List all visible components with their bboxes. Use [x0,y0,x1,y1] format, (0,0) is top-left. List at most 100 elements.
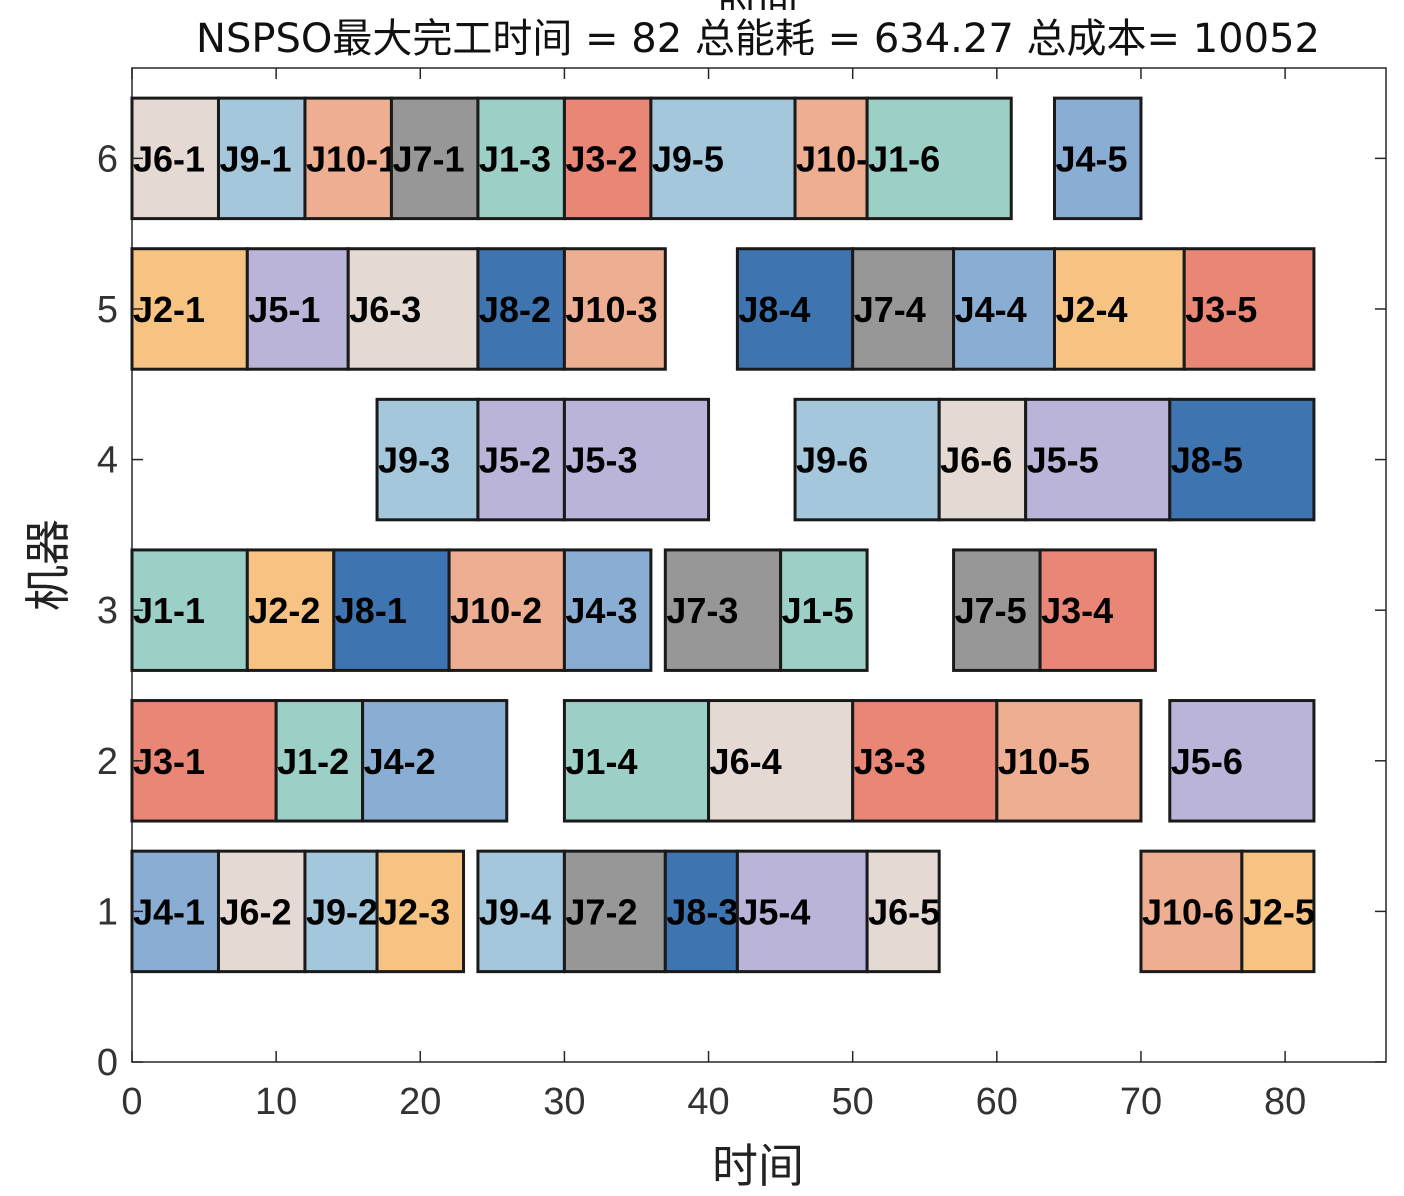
operation-J9-3: J9-3 [375,397,480,522]
operation-bar [663,548,783,672]
operation-J3-4: J3-4 [1038,548,1157,672]
operation-bar [375,849,466,974]
chart-title: NSPSO最大完工时间 = 82 总能耗 = 634.27 总成本= 10052 [196,16,1320,62]
operation-bar [476,397,566,522]
operation-J7-3: J7-3 [663,548,783,672]
operation-J5-3: J5-3 [562,397,711,522]
operation-J6-5: J6-5 [865,849,941,974]
operation-J1-5: J1-5 [779,548,869,672]
operation-bar [476,247,566,371]
operation-bar [1240,849,1316,974]
operation-bar [216,96,307,221]
operation-bar [361,699,509,823]
operation-bar [793,397,941,522]
y-tick-label: 2 [97,741,118,783]
operation-J3-3: J3-3 [851,699,999,823]
operation-label: J2-1 [133,289,205,330]
y-tick-label: 6 [97,138,118,180]
operation-label: J8-1 [335,590,407,631]
operation-J4-4: J4-4 [952,247,1056,371]
operation-J6-1: J6-1 [130,96,220,221]
operation-J10-3: J10-3 [562,247,667,371]
operation-label: J9-3 [378,440,450,481]
operation-label: J7-2 [565,891,637,932]
operation-label: J9-4 [479,891,551,932]
operation-label: J5-1 [248,289,320,330]
y-axis-label: 机器 [21,519,75,611]
operation-J6-3: J6-3 [346,247,480,371]
operation-label: J3-3 [854,741,926,782]
x-axis-label: 时间 [712,1139,804,1193]
operation-J2-1: J2-1 [130,247,249,371]
operation-J8-4: J8-4 [735,247,855,371]
operation-J9-5: J9-5 [649,96,797,221]
operation-label: J4-4 [955,289,1027,330]
operation-J3-2: J3-2 [562,96,653,221]
operation-bar [447,548,566,672]
operation-bar [274,699,365,823]
operation-J5-1: J5-1 [245,247,350,371]
operation-bar [562,247,667,371]
operation-label: J9-2 [306,891,378,932]
operation-label: J10-6 [1142,891,1234,932]
operation-label: J4-1 [133,891,205,932]
operation-bar [1052,247,1186,371]
x-tick-label: 80 [1264,1081,1306,1123]
y-tick-label: 3 [97,590,118,632]
operation-J2-3: J2-3 [375,849,466,974]
gantt-bars: J6-1 J9-1 J10-1J7-1 J1-3 J3-2 J9-5 J10-4J1-6 J4… [130,96,1316,974]
operation-J5-2: J5-2 [476,397,566,522]
operation-bar [332,548,451,672]
operation-label: J3-4 [1041,590,1113,631]
operation-label: J9-1 [219,138,291,179]
operation-J8-1: J8-1 [332,548,451,672]
operation-label: J7-5 [955,590,1027,631]
operation-J4-1: J4-1 [130,849,220,974]
operation-bar [793,96,869,221]
operation-bar [303,849,379,974]
operation-J7-5: J7-5 [952,548,1042,672]
operation-bar [216,849,307,974]
operation-J5-5: J5-5 [1024,397,1172,522]
clipped-title-fragment: 时间 [718,0,798,28]
operation-J8-2: J8-2 [476,247,566,371]
operation-label: J2-2 [248,590,320,631]
operation-label: J5-6 [1171,741,1243,782]
operation-bar [562,849,667,974]
operation-J2-2: J2-2 [245,548,336,672]
operation-bar [851,699,999,823]
operation-J2-4: J2-4 [1052,247,1186,371]
operation-bar [995,699,1143,823]
operation-bar [707,699,855,823]
operation-bar [779,548,869,672]
operation-J7-4: J7-4 [851,247,956,371]
operation-J6-2: J6-2 [216,849,307,974]
operation-label: J8-3 [666,891,738,932]
operation-label: J1-6 [868,138,940,179]
operation-label: J6-3 [349,289,421,330]
x-tick-label: 30 [543,1081,585,1123]
x-tick-label: 50 [832,1081,874,1123]
operation-label: J8-2 [479,289,551,330]
operation-label: J2-5 [1243,891,1315,932]
y-tick-label: 4 [97,440,118,482]
operation-label: J5-3 [565,440,637,481]
operation-label: J5-2 [479,440,551,481]
operation-J10-6: J10-6 [1139,849,1244,974]
operation-label: J2-4 [1055,289,1127,330]
operation-bar [562,548,653,672]
x-tick-label: 10 [255,1081,297,1123]
operation-label: J1-5 [782,590,854,631]
operation-J5-6: J5-6 [1168,699,1316,823]
y-tick-label: 5 [97,289,118,331]
operation-label: J6-6 [940,440,1012,481]
operation-label: J9-6 [796,440,868,481]
operation-J6-6: J6-6 [937,397,1028,522]
operation-bar [130,247,249,371]
y-tick-label: 0 [97,1042,118,1084]
operation-label: J5-5 [1027,440,1099,481]
operation-label: J1-2 [277,741,349,782]
operation-label: J7-1 [392,138,464,179]
operation-bar [130,96,220,221]
